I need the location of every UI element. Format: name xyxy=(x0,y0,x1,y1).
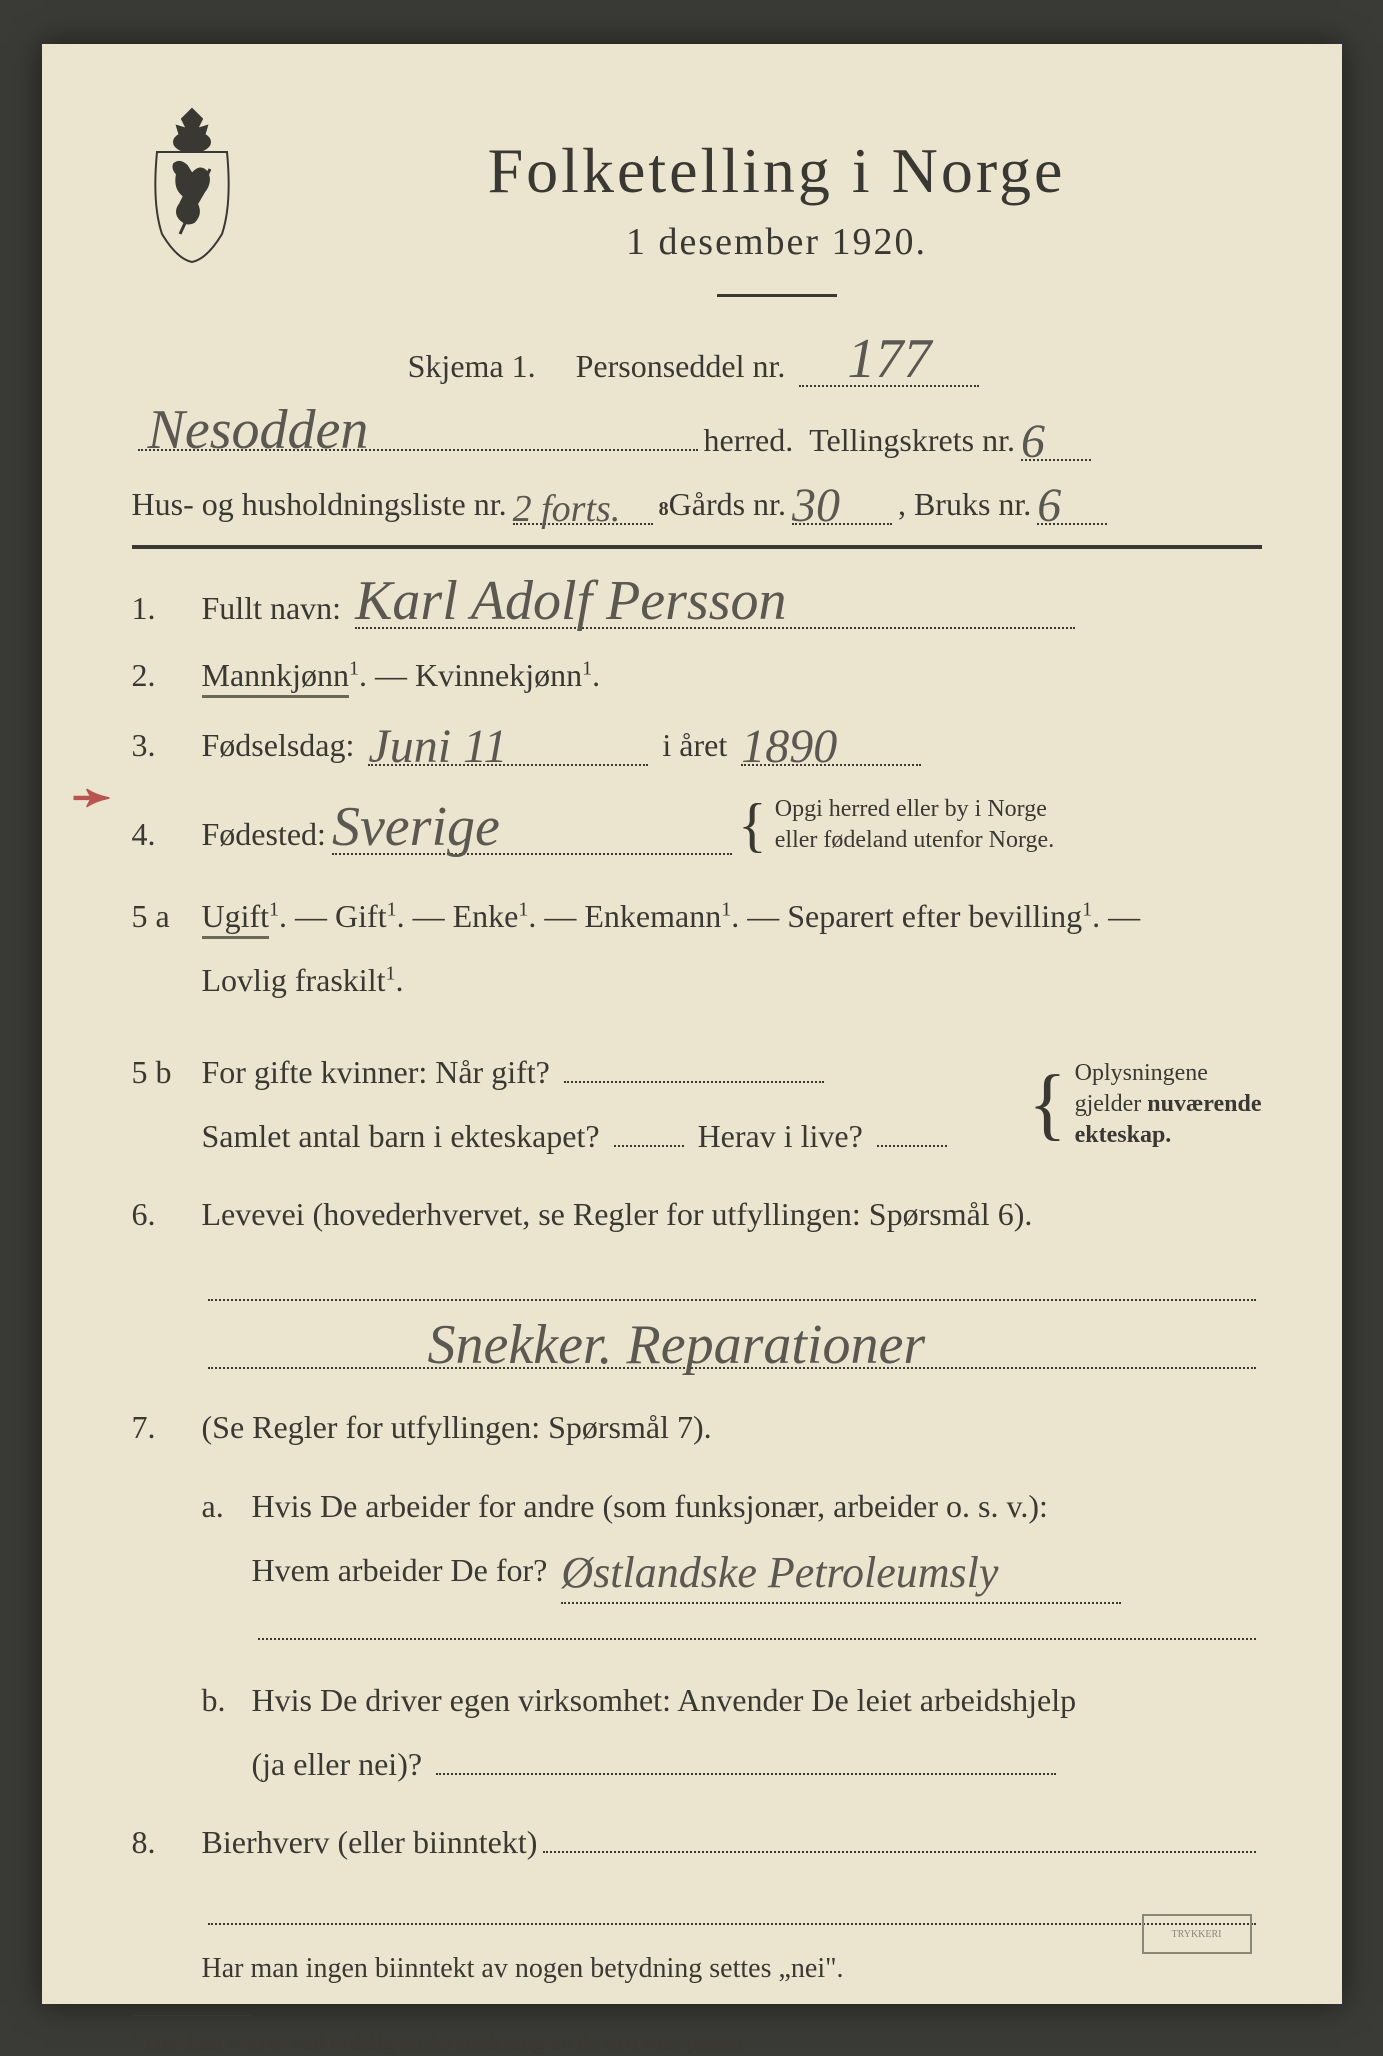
q6-label: Levevei (hovederhvervet, se Regler for u… xyxy=(202,1196,1033,1232)
q5a-num: 5 a xyxy=(132,898,202,935)
q3-label: Fødselsdag: xyxy=(202,727,355,763)
footnote: 1 Her kan svares ved tydelig understrekn… xyxy=(132,2028,1262,2055)
husliste-sup: 8 xyxy=(659,498,669,521)
q8-num: 8. xyxy=(132,1824,202,1861)
q7a: a. Hvis De arbeider for andre (som funks… xyxy=(202,1474,1262,1640)
printer-stamp: TRYKKERI xyxy=(1142,1914,1252,1954)
coat-of-arms-icon xyxy=(132,104,252,264)
q1-num: 1. xyxy=(132,590,202,627)
q5a-gift: Gift xyxy=(335,898,387,934)
q7b-label: b. xyxy=(202,1668,252,1796)
q7-num: 7. xyxy=(132,1409,202,1446)
q2-row: 2. Mannkjønn1. — Kvinnekjønn1. xyxy=(132,657,1262,694)
census-form-page: ➛ Folketelling i Norge 1 desember 1920. … xyxy=(42,44,1342,2004)
tellingskrets-nr: 6 xyxy=(1021,415,1045,468)
q8-line2 xyxy=(202,1889,1262,1925)
herred-label: herred. xyxy=(704,422,794,459)
skjema-line: Skjema 1. Personseddel nr. 177 xyxy=(132,337,1262,387)
header: Folketelling i Norge 1 desember 1920. xyxy=(132,104,1262,327)
q7a-text1: Hvis De arbeider for andre (som funksjon… xyxy=(252,1488,1048,1524)
q4-note2: eller fødeland utenfor Norge. xyxy=(775,827,1054,853)
q1-value: Karl Adolf Persson xyxy=(355,570,786,632)
q4-num: 4. xyxy=(132,816,202,853)
q3-year: 1890 xyxy=(741,720,837,773)
personseddel-label: Personseddel nr. xyxy=(576,348,786,384)
q5b-note1: Oplysningene xyxy=(1075,1060,1208,1086)
q5b-line1a: For gifte kvinner: Når gift? xyxy=(202,1054,550,1090)
q5a-separert: Separert efter bevilling xyxy=(787,898,1082,934)
q8-row: 8. Bierhverv (eller biinntekt) xyxy=(132,1824,1262,1861)
footer-note: Har man ingen biinntekt av nogen betydni… xyxy=(202,1953,1262,1985)
q3-row: 3. Fødselsdag: Juni 11 i året 1890 xyxy=(132,722,1262,766)
q5b-num: 5 b xyxy=(132,1054,202,1091)
subtitle: 1 desember 1920. xyxy=(292,220,1262,264)
herred-line: Nesodden herred. Tellingskrets nr. 6 xyxy=(132,417,1262,461)
skjema-label: Skjema 1. xyxy=(408,348,536,384)
q1-row: 1. Fullt navn: Karl Adolf Persson xyxy=(132,579,1262,629)
herred-value: Nesodden xyxy=(148,408,369,453)
q4-label: Fødested: xyxy=(202,816,326,853)
q2-num: 2. xyxy=(132,657,202,694)
thick-divider-icon xyxy=(132,545,1262,549)
q5a-enkemann: Enkemann xyxy=(584,898,721,934)
q7a-label: a. xyxy=(202,1474,252,1640)
divider-icon xyxy=(717,294,837,297)
brace-icon: { xyxy=(1028,1084,1066,1124)
footnote-divider-icon xyxy=(132,2015,252,2016)
q5b-note3: ekteskap. xyxy=(1075,1122,1172,1148)
red-margin-mark: ➛ xyxy=(72,769,112,825)
q7b-text2: (ja eller nei)? xyxy=(252,1746,423,1782)
footnote-num: 1 xyxy=(132,2028,140,2045)
gaards-label: Gårds nr. xyxy=(669,486,786,523)
main-title: Folketelling i Norge xyxy=(292,134,1262,208)
brace-icon: { xyxy=(738,810,767,840)
footnote-text: Her kan svares ved tydelig understreknin… xyxy=(145,2030,750,2055)
q7b-text1: Hvis De driver egen virksomhet: Anvender… xyxy=(252,1682,1077,1718)
q5a-fraskilt: Lovlig fraskilt xyxy=(202,962,386,998)
q6-row: 6. Levevei (hovederhvervet, se Regler fo… xyxy=(132,1196,1262,1233)
personseddel-nr: 177 xyxy=(847,328,931,390)
q5b-row: 5 b For gifte kvinner: Når gift? Samlet … xyxy=(132,1040,1262,1168)
tellingskrets-label: Tellingskrets nr. xyxy=(809,422,1015,459)
q7a-text2: Hvem arbeider De for? xyxy=(252,1552,548,1588)
q4-row: 4. Fødested: Sverige { Opgi herred eller… xyxy=(132,794,1262,856)
husliste-line: Hus- og husholdningsliste nr. 2 forts.8 … xyxy=(132,481,1262,525)
q5b-note: { Oplysningene gjelder nuværende ekteska… xyxy=(1028,1058,1261,1152)
q7-label: (Se Regler for utfyllingen: Spørsmål 7). xyxy=(202,1409,712,1445)
q3-day: Juni 11 xyxy=(368,720,507,773)
q2-dash: — xyxy=(375,657,415,693)
q6-num: 6. xyxy=(132,1196,202,1233)
q6-answer-line2: Snekker. Reparationer xyxy=(202,1329,1262,1369)
q3-num: 3. xyxy=(132,727,202,764)
q6-value: Snekker. Reparationer xyxy=(428,1323,926,1368)
q4-note1: Opgi herred eller by i Norge xyxy=(775,796,1047,822)
q2-kvinne: Kvinnekjønn xyxy=(415,657,582,693)
q4-value: Sverige xyxy=(332,796,500,858)
q4-note: { Opgi herred eller by i Norge eller fød… xyxy=(738,794,1054,856)
q3-mid: i året xyxy=(662,727,727,763)
bruks-label: , Bruks nr. xyxy=(898,486,1031,523)
q5a-enke: Enke xyxy=(453,898,519,934)
q7b: b. Hvis De driver egen virksomhet: Anven… xyxy=(202,1668,1262,1796)
husliste-nr: 2 forts. xyxy=(513,488,621,530)
q5b-line2a: Samlet antal barn i ekteskapet? xyxy=(202,1118,600,1154)
gaards-nr: 30 xyxy=(792,479,840,532)
q5a-row: 5 a Ugift1. — Gift1. — Enke1. — Enkemann… xyxy=(132,884,1262,1012)
q2-mann: Mannkjønn xyxy=(202,657,350,698)
q7a-value: Østlandske Petroleumsly xyxy=(561,1548,998,1597)
q5b-line2b: Herav i live? xyxy=(698,1118,863,1154)
q6-answer-line1 xyxy=(202,1261,1262,1301)
husliste-label: Hus- og husholdningsliste nr. xyxy=(132,486,507,523)
q5a-ugift: Ugift xyxy=(202,898,270,939)
bruks-nr: 6 xyxy=(1037,479,1061,532)
q7-row: 7. (Se Regler for utfyllingen: Spørsmål … xyxy=(132,1409,1262,1446)
q1-label: Fullt navn: xyxy=(202,590,342,626)
q8-label: Bierhverv (eller biinntekt) xyxy=(202,1824,538,1861)
title-block: Folketelling i Norge 1 desember 1920. xyxy=(292,104,1262,327)
